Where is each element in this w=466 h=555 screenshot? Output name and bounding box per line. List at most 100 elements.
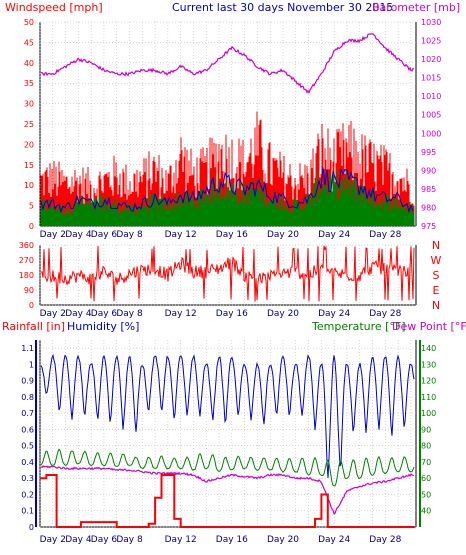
rain-x-tick-label: Day 2: [40, 535, 66, 545]
wind-right-tick-label: 990: [421, 166, 436, 175]
direction-x-tick-label: Day 24: [318, 309, 350, 319]
wind-right-tick-label: 1010: [421, 92, 441, 101]
temperature-label: Temperature [°F]: [311, 320, 406, 333]
rain-left-tick-label: 0.8: [21, 393, 34, 402]
temp-right-tick-label: 50: [421, 490, 431, 499]
direction-left-tick-label: 360: [19, 241, 34, 250]
rain-humidity-temperature-panel: 0 0.1 0.2 0.3 0.4 0.5 0.6 0.7 0.8 0.9 1 1.1 40 50 60 70…: [21, 340, 436, 545]
direction-x-tick-label: Day 16: [216, 309, 248, 319]
rain-left-tick-label: 0.2: [21, 490, 34, 499]
direction-left-tick-label: 90: [24, 286, 34, 295]
rainfall-line: [40, 474, 415, 528]
temp-right-tick-label: 100: [421, 409, 436, 418]
wind-right-tick-label: 1020: [421, 55, 441, 64]
wind-right-tick-label: 1000: [421, 129, 441, 138]
direction-x-tick-label: Day 6: [91, 309, 118, 319]
wind-left-tick-label: 50: [24, 18, 34, 27]
wind-x-tick-label: Day 20: [267, 230, 299, 240]
wind-x-tick-label: Day 24: [318, 230, 350, 240]
temp-right-tick-label: 90: [421, 425, 431, 434]
wind-right-tick-label: 980: [421, 203, 436, 212]
rain-x-tick-label: Day 8: [116, 535, 143, 545]
direction-x-tick-label: Day 4: [65, 309, 92, 319]
direction-x-tick-label: Day 8: [116, 309, 143, 319]
direction-x-tick-label: Day 12: [165, 309, 197, 319]
rain-x-tick-label: Day 20: [267, 535, 299, 545]
rain-left-tick-label: 0.7: [21, 409, 34, 418]
temp-right-tick-label: 120: [421, 377, 436, 386]
rainfall-label: Rainfall [in]: [2, 320, 65, 333]
temp-right-tick-label: 140: [421, 344, 436, 353]
wind-barometer-panel: 0510152025303540455097598098599099510001…: [24, 18, 442, 240]
wind-x-tick-label: Day 28: [369, 230, 401, 240]
rain-left-tick-label: 1: [29, 360, 34, 369]
humidity-label: Humidity [%]: [67, 320, 139, 333]
rain-left-tick-label: 0: [29, 523, 34, 532]
wind-right-tick-label: 1030: [421, 18, 441, 27]
wind-direction-panel: 0 90 180 270 360 Day 2 Day 4 Day 6 Day 8 Day 12 Da…: [19, 239, 442, 319]
direction-left-tick-label: 270: [19, 256, 34, 265]
rain-left-tick-label: 0.9: [21, 377, 34, 386]
wind-left-tick-label: 0: [29, 222, 34, 231]
wind-right-tick-label: 995: [421, 148, 436, 157]
rain-x-tick-label: Day 4: [65, 535, 92, 545]
wind-avg-line: [40, 167, 414, 214]
windspeed-label: Windspeed [mph]: [5, 1, 103, 14]
wind-x-tick-label: Day 4: [65, 230, 92, 240]
dewpoint-line: [40, 464, 414, 515]
wind-x-tick-label: Day 12: [165, 230, 197, 240]
rain-left-tick-label: 1.1: [21, 344, 34, 353]
wind-x-tick-label: Day 6: [91, 230, 118, 240]
dewpoint-label: Dew Point [°F]: [392, 320, 466, 333]
wind-left-tick-label: 5: [29, 202, 34, 211]
compass-label: N: [432, 299, 440, 312]
wind-direction-line: [41, 245, 415, 302]
wind-left-tick-label: 45: [24, 38, 34, 47]
wind-right-tick-label: 985: [421, 185, 436, 194]
wind-right-tick-label: 1025: [421, 37, 441, 46]
wind-left-tick-label: 40: [24, 59, 34, 68]
wind-right-tick-label: 1015: [421, 74, 441, 83]
temperature-line: [40, 448, 415, 487]
rain-x-tick-label: Day 6: [91, 535, 118, 545]
direction-left-tick-label: 180: [19, 271, 34, 280]
rain-left-tick-label: 0.5: [21, 442, 34, 451]
wind-left-tick-label: 25: [24, 120, 34, 129]
rain-x-tick-label: Day 28: [369, 535, 401, 545]
wind-x-tick-label: Day 8: [116, 230, 143, 240]
rain-x-tick-label: Day 16: [216, 535, 248, 545]
direction-x-tick-label: Day 20: [267, 309, 299, 319]
temp-right-tick-label: 80: [421, 442, 431, 451]
rain-left-tick-label: 0.3: [21, 474, 34, 483]
compass-label: N: [432, 239, 440, 252]
rain-x-tick-label: Day 12: [165, 535, 197, 545]
rain-left-tick-label: 0.4: [21, 458, 34, 467]
direction-x-tick-label: Day 2: [40, 309, 66, 319]
wind-left-tick-label: 20: [24, 140, 34, 149]
compass-label: S: [433, 269, 440, 282]
wind-right-tick-label: 975: [421, 222, 436, 231]
wind-left-tick-label: 10: [24, 181, 34, 190]
wind-right-tick-label: 1005: [421, 111, 441, 120]
direction-x-tick-label: Day 28: [369, 309, 401, 319]
rain-left-tick-label: 0.6: [21, 425, 34, 434]
temp-right-tick-label: 40: [421, 507, 431, 516]
temp-right-tick-label: 60: [421, 474, 431, 483]
wind-left-tick-label: 30: [24, 100, 34, 109]
barometer-label: Barometer [mb]: [372, 1, 460, 14]
rain-left-tick-label: 0.1: [21, 507, 34, 516]
wind-left-tick-label: 15: [24, 161, 34, 170]
wind-x-tick-label: Day 16: [216, 230, 248, 240]
temp-right-tick-label: 130: [421, 360, 436, 369]
direction-left-tick-label: 0: [29, 301, 34, 310]
rain-x-tick-label: Day 24: [318, 535, 350, 545]
compass-label: E: [433, 284, 440, 297]
temp-right-tick-label: 110: [421, 393, 436, 402]
chart-title: Current last 30 days November 30 2015: [172, 1, 393, 14]
compass-label: W: [431, 254, 442, 267]
barometer-line: [40, 33, 415, 95]
temp-right-tick-label: 70: [421, 458, 431, 467]
humidity-line: [40, 353, 415, 478]
wind-left-tick-label: 35: [24, 79, 34, 88]
